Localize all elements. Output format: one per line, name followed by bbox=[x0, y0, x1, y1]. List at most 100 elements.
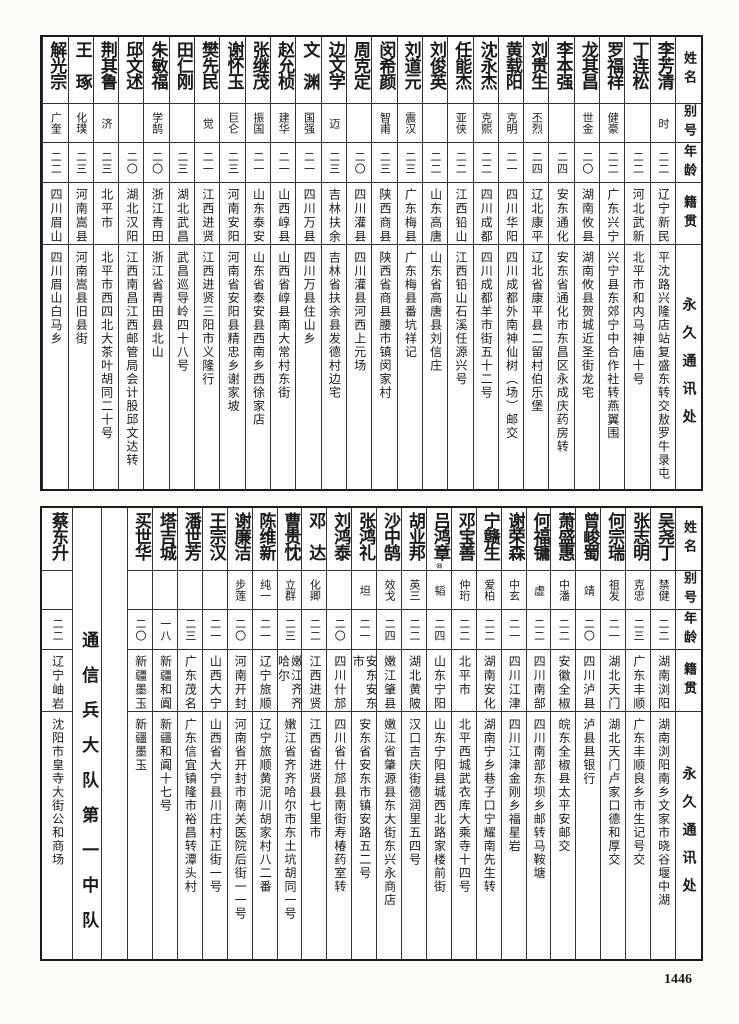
cell-alias bbox=[152, 571, 177, 610]
person-age: 二二 bbox=[606, 150, 620, 175]
cell-origin: 吉林扶余 bbox=[321, 183, 346, 245]
cell-name: 黄载阳 bbox=[498, 37, 524, 104]
cell-name: 宁赣生 bbox=[476, 508, 501, 571]
person-address: 河南省开封市南关医院后街一一号 bbox=[233, 718, 248, 921]
cell-alias: 健豪 bbox=[600, 104, 625, 143]
cell-age: 二二 bbox=[402, 610, 426, 650]
person-column: 黄载阳 克明 二一 四川华阳 四川成都外南神仙树（场）邮交 bbox=[497, 37, 524, 489]
person-origin: 北平市 bbox=[99, 188, 114, 230]
cell-name: 买世华 bbox=[128, 508, 152, 571]
person-alias: 步莲 bbox=[233, 579, 247, 601]
cell-alias: 克熙 bbox=[473, 104, 498, 143]
cell-alias bbox=[177, 571, 202, 610]
person-alias: 爱柏 bbox=[482, 579, 496, 601]
cell-alias: 丕烈 bbox=[524, 104, 549, 143]
person-column: 李芳清时二二 辽宁新民 平沈路兴隆店站复盛东转交敖罗牛录屯 bbox=[649, 37, 675, 489]
person-address: 北平市和内马神庙十号 bbox=[631, 251, 646, 386]
cell-name: 陈维新 bbox=[252, 508, 277, 571]
person-origin: 山西大宁 bbox=[208, 655, 223, 711]
header-age: 年龄 bbox=[676, 610, 701, 650]
person-address: 江西省进贤县七里市 bbox=[307, 718, 322, 840]
person-address: 辽北省康平县二留村伯乐堡 bbox=[529, 251, 544, 413]
cell-origin: 广东梅县 bbox=[397, 183, 422, 245]
header-name: 姓名 bbox=[676, 508, 701, 571]
person-age: 二一 bbox=[504, 150, 518, 175]
cell-age: 二〇 bbox=[327, 610, 352, 650]
person-alias: 韬 bbox=[432, 584, 446, 596]
person-age: 二三 bbox=[99, 150, 113, 175]
cell-alias bbox=[119, 104, 144, 143]
person-origin: 湖南攸县 bbox=[580, 188, 595, 244]
person-name: 闵希颜 bbox=[375, 41, 396, 89]
cell-name: 龙其昌 bbox=[574, 37, 600, 104]
person-column: 邱文述 二〇 湖北汉阳 江西南昌江西邮管局会计股邱文达转 bbox=[118, 37, 144, 489]
cell-age: 二一 bbox=[195, 143, 220, 183]
person-origin: 湖北天门 bbox=[606, 655, 621, 711]
cell-alias: 中潘 bbox=[551, 571, 576, 610]
person-address: 江西铅山石溪任源兴号 bbox=[453, 251, 468, 386]
cell-age: 二三 bbox=[397, 143, 422, 183]
cell-age: 二〇 bbox=[119, 143, 144, 183]
cell-age: 二四 bbox=[426, 610, 451, 650]
cell-origin: 山西崞县 bbox=[271, 183, 296, 245]
person-column: 蔡东升 二二 辽宁岫岩 沈阳市皇寺大街公和商场 bbox=[42, 508, 73, 959]
cell-age: 二三 bbox=[220, 143, 245, 183]
cell-origin: 四川华阳 bbox=[498, 183, 524, 245]
cell-name: 胡业邦 bbox=[402, 508, 426, 571]
person-origin: 四川华阳 bbox=[504, 188, 519, 244]
cell-origin: 湖北天门 bbox=[601, 650, 626, 712]
person-name: 何福镛 bbox=[529, 512, 550, 560]
header-alias-label: 别号 bbox=[681, 104, 696, 142]
cell-address: 广东梅县番坑祥记 bbox=[398, 245, 422, 489]
person-alias: 学鹄 bbox=[150, 112, 164, 134]
person-age: 二一 bbox=[258, 617, 272, 642]
cell-address: 四川江津金刚乡福星岩 bbox=[502, 712, 526, 959]
person-age: 二四 bbox=[383, 617, 397, 642]
cell-origin: 四川泸县 bbox=[576, 650, 601, 712]
person-name: 陈维新 bbox=[255, 512, 276, 560]
cell-origin: 山东高唐 bbox=[422, 183, 448, 245]
cell-age: 二三 bbox=[169, 143, 195, 183]
person-origin: 湖北黄陂 bbox=[407, 655, 422, 711]
cell-address: 北平西城武衣库大乘寺十四号 bbox=[452, 712, 476, 959]
cell-alias bbox=[422, 104, 448, 143]
person-age: 二三 bbox=[226, 150, 240, 175]
person-alias: 虚 bbox=[532, 584, 546, 596]
cell-address: 四川成都外南神仙树（场）邮交 bbox=[499, 245, 523, 489]
person-age: 二二 bbox=[49, 150, 63, 175]
cell-age: 二二 bbox=[651, 610, 675, 650]
cell-alias: 纯一 bbox=[252, 571, 277, 610]
cell-age: 二三 bbox=[93, 143, 119, 183]
cell-name: 谢廉洁 bbox=[227, 508, 252, 571]
header-name-label: 姓名 bbox=[681, 51, 696, 89]
cell-address: 安东省通化市东昌区永成庆药房转 bbox=[549, 245, 573, 489]
person-age: 二三 bbox=[632, 617, 646, 642]
person-address: 泸县县银行 bbox=[581, 718, 596, 786]
cell-name: 罗福祥 bbox=[600, 37, 625, 104]
cell-origin: 广东丰顺 bbox=[626, 650, 651, 712]
person-column: 谢荣森 中玄 二一 四川江津 四川江津金刚乡福星岩 bbox=[500, 508, 526, 959]
person-name: 胡业邦 bbox=[404, 512, 425, 560]
person-alias: 丕烈 bbox=[530, 112, 544, 134]
cell-origin: 辽宁新民 bbox=[650, 183, 675, 245]
person-name: 王 琢 bbox=[71, 41, 92, 89]
header-origin: 籍贯 bbox=[676, 650, 701, 712]
person-column: 沙中鹄 效戈 二四 嫩江肇县 嫩江省肇源县东大街东兴永商店 bbox=[376, 508, 402, 959]
cell-address: 江西进贤三阳市义隆行 bbox=[195, 245, 219, 489]
cell-name: 吴尧丁 bbox=[651, 508, 675, 571]
cell-age: 二三 bbox=[277, 610, 302, 650]
cell-alias: 步莲 bbox=[227, 571, 252, 610]
cell-name: 李本强 bbox=[549, 37, 574, 104]
cell-age: 二二 bbox=[526, 610, 551, 650]
cell-origin: 浙江青田 bbox=[144, 183, 169, 245]
cell-address: 吉林省扶余县发德村边宅 bbox=[322, 245, 346, 489]
person-origin: 江西进贤 bbox=[200, 188, 215, 244]
cell-age: 二一 bbox=[352, 610, 377, 650]
person-name: 萧盛惠 bbox=[554, 512, 575, 560]
person-address: 四川江津金刚乡福星岩 bbox=[507, 718, 522, 853]
cell-age: 二一 bbox=[202, 610, 227, 650]
person-origin: 安徽全椒 bbox=[557, 655, 572, 711]
person-age: 二四 bbox=[432, 617, 446, 642]
cell-alias bbox=[169, 104, 195, 143]
cell-age: 二一 bbox=[601, 610, 626, 650]
